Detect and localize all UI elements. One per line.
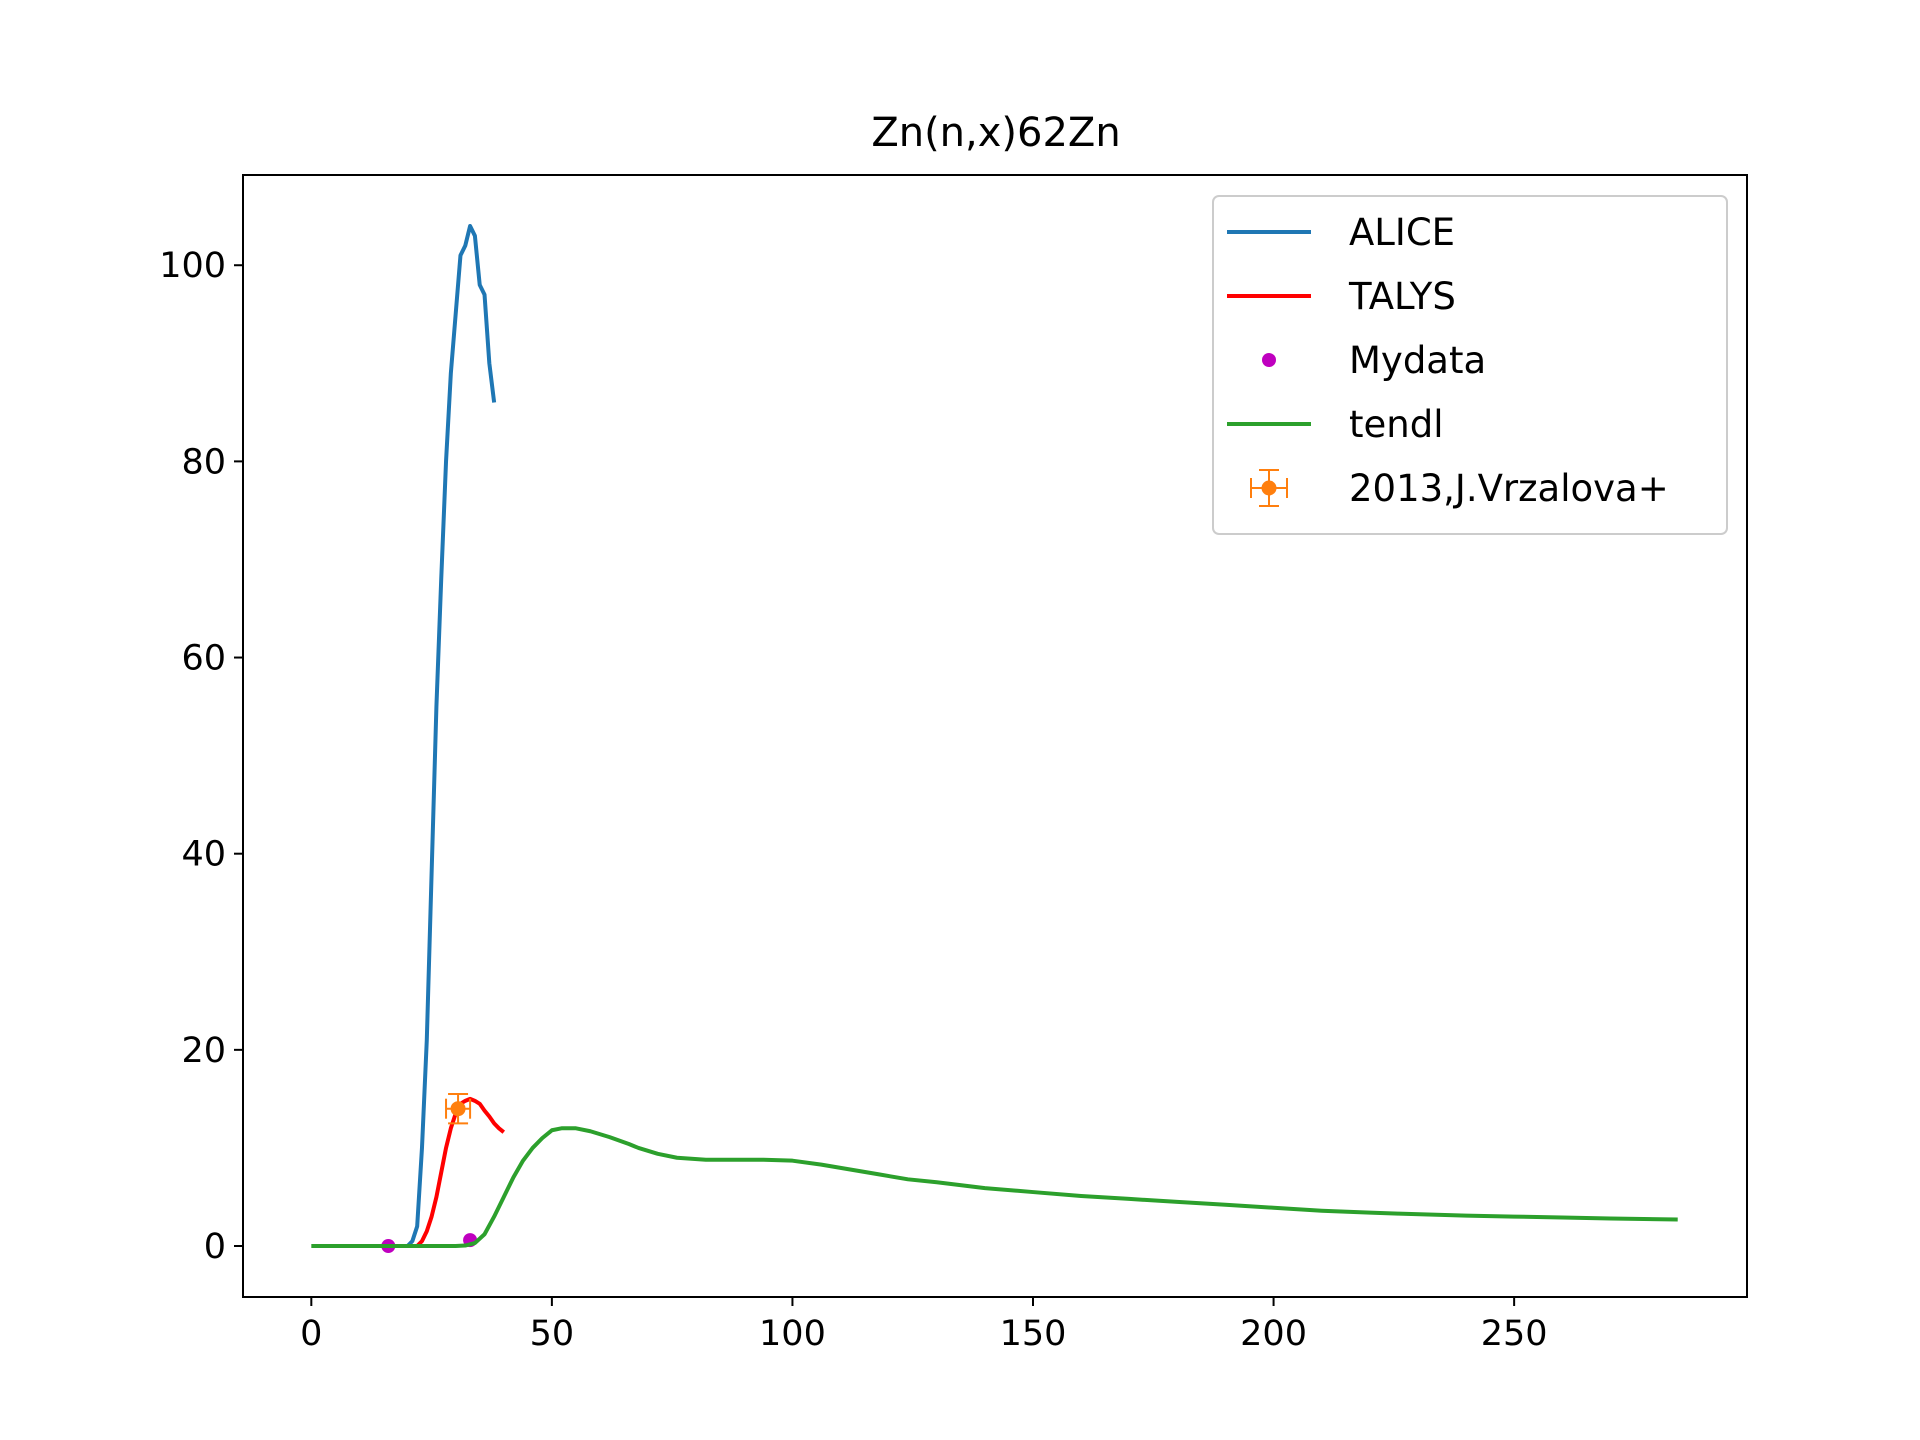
legend-box xyxy=(1212,195,1728,535)
legend-item: TALYS xyxy=(1227,275,1456,318)
legend-label: Mydata xyxy=(1349,339,1486,382)
x-tick-label: 100 xyxy=(759,1314,826,1354)
legend-item: 2013,J.Vrzalova+ xyxy=(1250,467,1669,510)
x-tick-label: 50 xyxy=(530,1314,575,1354)
plot-area xyxy=(311,224,1678,1253)
legend-swatch xyxy=(1261,480,1277,496)
data-point xyxy=(450,1101,466,1117)
y-tick-label: 100 xyxy=(159,246,226,286)
x-tick-label: 200 xyxy=(1240,1314,1307,1354)
axes: 0 50 100 150 200 250 0 20 40 60 80 100 xyxy=(159,246,1547,1354)
y-tick-label: 60 xyxy=(181,639,226,679)
legend-label: 2013,J.Vrzalova+ xyxy=(1349,467,1669,510)
series-2013-j-vrzalova- xyxy=(445,1092,472,1125)
legend-label: tendl xyxy=(1349,403,1444,446)
chart-title: Zn(n,x)62Zn xyxy=(871,110,1120,156)
plot-frame xyxy=(242,174,1748,1298)
y-tick-label: 20 xyxy=(181,1031,226,1071)
legend-swatch xyxy=(1262,353,1276,367)
legend-item: Mydata xyxy=(1262,339,1486,382)
series-line xyxy=(406,224,497,1248)
legend-item: tendl xyxy=(1227,403,1444,446)
legend-item: ALICE xyxy=(1227,211,1455,254)
x-tick-label: 0 xyxy=(300,1314,322,1354)
legend: ALICE TALYS Mydata tendl 2013,J.Vrzalova+ xyxy=(1212,195,1728,535)
series-tendl xyxy=(311,1126,1678,1248)
x-tick-label: 150 xyxy=(1000,1314,1067,1354)
series-alice xyxy=(406,224,497,1248)
legend-label: ALICE xyxy=(1349,211,1455,254)
series-line xyxy=(311,1126,1678,1248)
legend-label: TALYS xyxy=(1348,275,1456,318)
y-tick-label: 40 xyxy=(181,835,226,875)
x-tick-label: 250 xyxy=(1481,1314,1548,1354)
y-tick-label: 0 xyxy=(204,1227,226,1267)
y-tick-label: 80 xyxy=(181,442,226,482)
